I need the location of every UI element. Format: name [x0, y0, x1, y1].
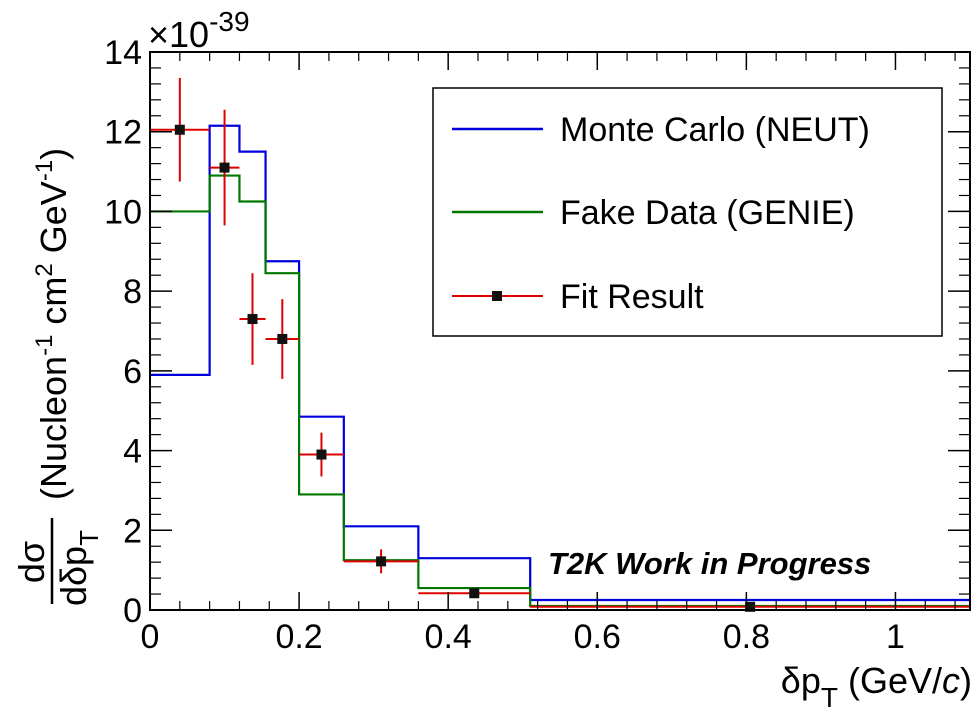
legend: Monte Carlo (NEUT) Fake Data (GENIE) Fit…: [432, 87, 943, 337]
x-tick-label: 0.8: [723, 618, 770, 656]
fit-result-marker: [469, 588, 480, 599]
series-layer: [150, 77, 970, 612]
fit-result-point: [150, 77, 210, 182]
legend-label-mc: Monte Carlo (NEUT): [560, 111, 870, 149]
y-tick-label: 14: [104, 34, 142, 72]
fit-result-point: [418, 588, 531, 599]
x-tick-label: 0.6: [574, 618, 621, 656]
fit-result-marker: [174, 124, 185, 135]
y-tick-label: 12: [104, 114, 142, 152]
fit-result-marker: [745, 601, 756, 612]
y-tick-label: 2: [123, 512, 142, 550]
work-in-progress-label: T2K Work in Progress: [548, 546, 871, 581]
axis-tick-labels: 0 2 4 6 8 10 12 14 0 0.2 0.4 0.6 0.8 1: [104, 34, 905, 656]
x-tick-label: 0.4: [425, 618, 472, 656]
y-tick-label: 6: [123, 353, 142, 391]
x-tick-label: 0: [141, 618, 160, 656]
fit-result-point: [239, 273, 266, 365]
fit-result-point: [530, 601, 970, 612]
fit-result-marker: [247, 314, 258, 325]
fit-result-point: [343, 549, 419, 574]
y-tick-label: 8: [123, 273, 142, 311]
fit-result-point: [209, 109, 240, 226]
fit-result-marker: [277, 333, 288, 344]
fit-result-point: [299, 432, 344, 477]
x-axis-title: δpT (GeV/c): [781, 660, 972, 713]
y-tick-label: 10: [104, 193, 142, 231]
y-tick-label: 4: [123, 433, 142, 471]
y-tick-label: 0: [123, 592, 142, 630]
fit-result-marker: [376, 556, 387, 567]
axis-ticks: [149, 51, 970, 611]
legend-label-fit: Fit Result: [560, 278, 704, 316]
y-exponent-label: ×10-39: [148, 6, 250, 55]
y-title-units: (Nucleon-1 cm2 GeV-1): [31, 148, 74, 500]
plot-frame: [149, 51, 971, 611]
y-title-numerator: dσ: [11, 541, 52, 583]
fit-result-marker: [316, 449, 327, 460]
legend-marker-fit: [492, 291, 502, 301]
fit-result-point: [265, 299, 300, 379]
x-tick-label: 0.2: [275, 618, 322, 656]
legend-label-fake-data: Fake Data (GENIE): [560, 194, 855, 232]
y-axis-title: dσ dδpT (Nucleon-1 cm2 GeV-1): [11, 148, 104, 606]
x-tick-label: 1: [886, 618, 905, 656]
fit-result-marker: [219, 162, 230, 173]
y-title-denominator: dδpT: [53, 530, 104, 606]
